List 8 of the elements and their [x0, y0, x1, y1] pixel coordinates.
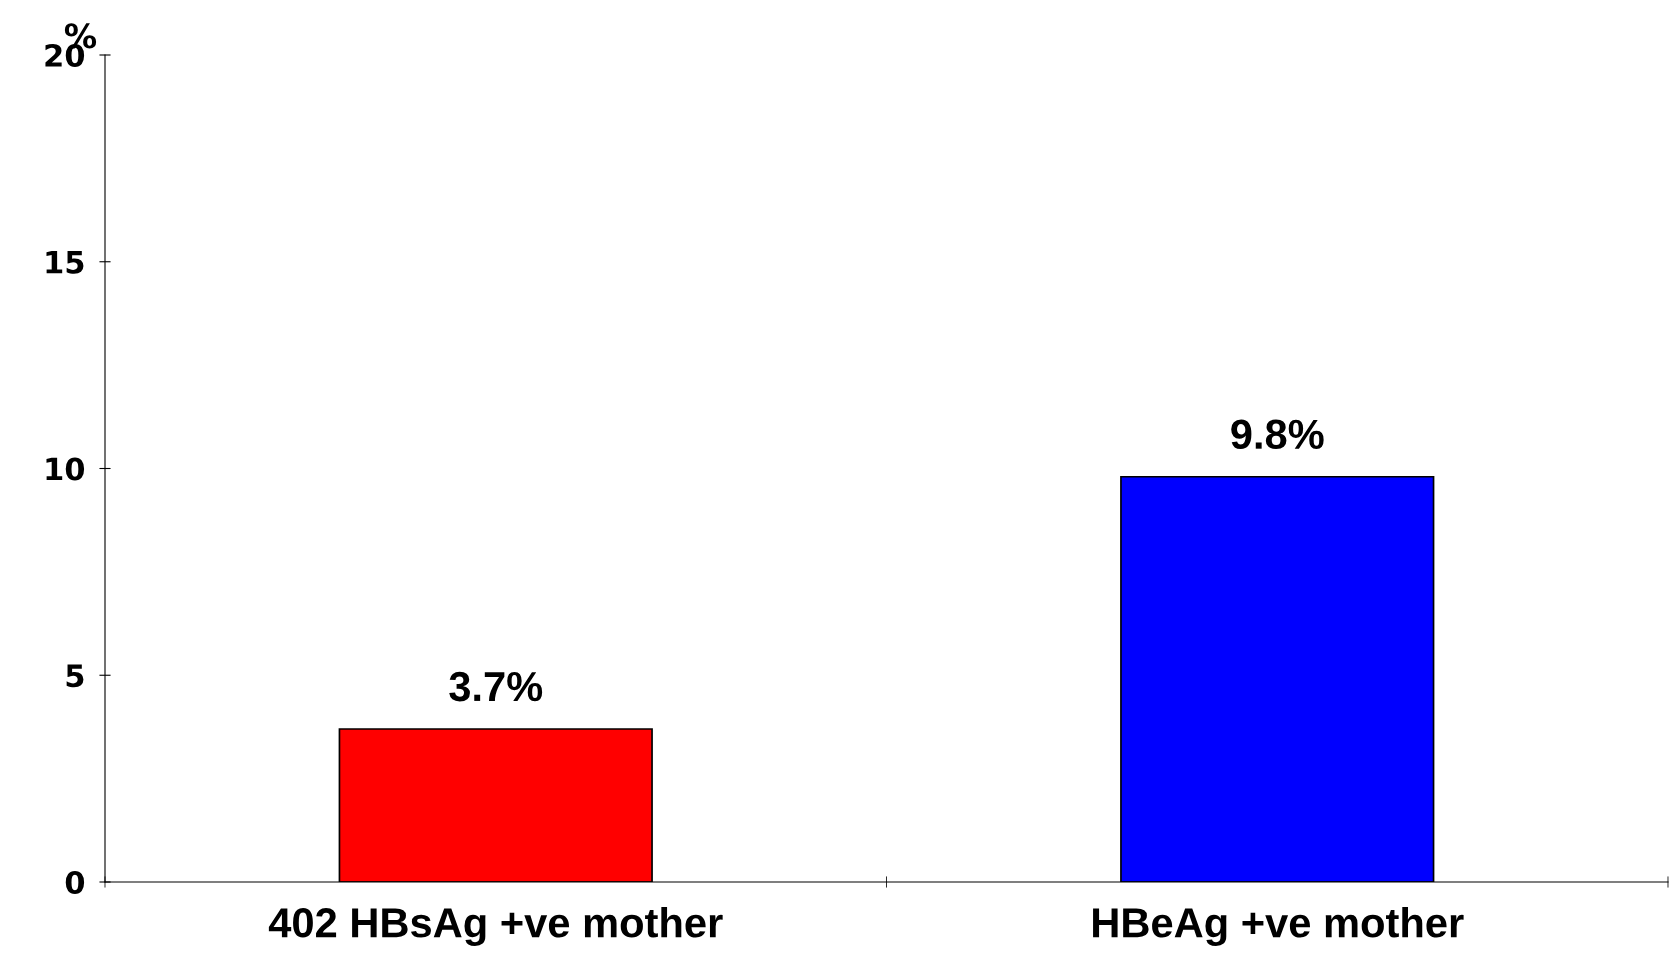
y-tick-label: 5	[66, 664, 84, 688]
x-tick-label: 402 HBsAg +ve mother	[268, 907, 723, 947]
y-tick-label: 0	[65, 870, 85, 895]
data-label: 9.8%	[1231, 419, 1324, 450]
data-label: 3.7%	[449, 671, 543, 702]
y-tick-label: 15	[46, 251, 84, 274]
x-tick-label: HBeAg +ve mother	[1093, 907, 1464, 947]
y-tick-label: 10	[46, 457, 85, 481]
